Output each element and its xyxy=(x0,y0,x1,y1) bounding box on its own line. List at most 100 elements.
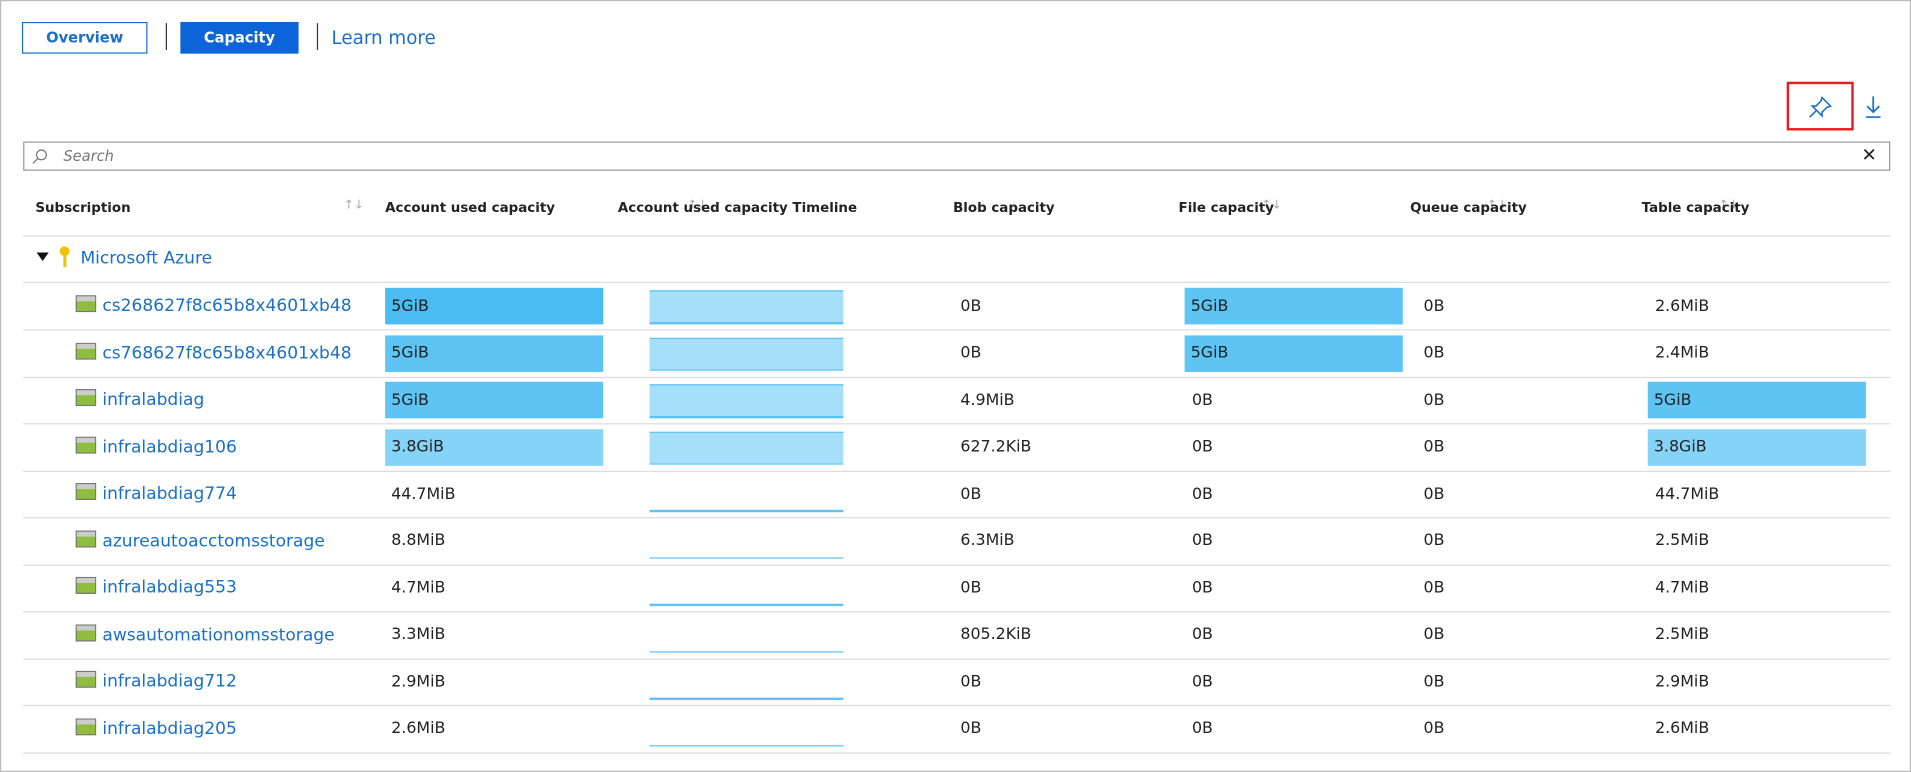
capacity-cell: 0B xyxy=(1423,390,1445,410)
sort-icon[interactable]: ↑↓ xyxy=(687,198,708,213)
search-box[interactable]: Search ✕ xyxy=(23,141,1891,171)
sort-icon[interactable]: ↑↓ xyxy=(1486,198,1508,213)
column-header: Queue capacity xyxy=(1410,200,1527,216)
timeline-bar xyxy=(649,431,844,463)
capacity-cell: 3.8GiB xyxy=(385,428,604,466)
timeline-line xyxy=(649,290,844,292)
storage-icon xyxy=(75,576,97,599)
sort-icon[interactable]: ↑↓ xyxy=(343,198,365,213)
storage-icon xyxy=(75,623,97,646)
timeline-line xyxy=(650,478,844,479)
search-placeholder: Search xyxy=(63,147,114,165)
capacity-cell: 5GiB xyxy=(385,287,604,325)
capacity-cell: 0B xyxy=(1423,625,1445,644)
row-line xyxy=(23,329,1891,331)
clear-search[interactable]: ✕ xyxy=(1861,143,1877,166)
row-line xyxy=(23,751,1891,754)
key-icon xyxy=(57,245,72,274)
subscription-link[interactable]: infralabdiag xyxy=(102,390,205,410)
subscription-link[interactable]: cs768627f8c65b8x4601xb48 xyxy=(102,343,352,363)
subscription-link[interactable]: infralabdiag106 xyxy=(102,437,237,457)
column-header: Account used capacity Timeline xyxy=(617,200,858,216)
capacity-cell: 0B xyxy=(1191,578,1213,597)
timeline-line xyxy=(649,650,844,653)
capacity-cell: 5GiB xyxy=(385,334,604,372)
row-line xyxy=(23,611,1891,613)
capacity-cell: 6.3MiB xyxy=(960,531,1015,551)
column-header: File capacity xyxy=(1178,200,1274,216)
subscription-link[interactable]: cs268627f8c65b8x4601xb48 xyxy=(102,296,352,316)
capacity-cell: 0B xyxy=(1423,296,1445,316)
timeline-line xyxy=(650,619,844,620)
timeline-line xyxy=(649,431,844,433)
timeline-line xyxy=(649,415,844,418)
storage-icon xyxy=(75,294,97,317)
column-header: Blob capacity xyxy=(953,200,1055,216)
capacity-cell: 8.8MiB xyxy=(391,531,446,551)
capacity-cell: 0B xyxy=(1191,625,1213,644)
timeline-line xyxy=(650,666,844,667)
subscription-link[interactable]: awsautomationomsstorage xyxy=(102,625,335,645)
row-line xyxy=(23,657,1891,660)
subscription-link[interactable]: infralabdiag205 xyxy=(102,718,237,739)
row-line xyxy=(23,470,1891,472)
search-icon xyxy=(32,149,47,164)
timeline-line xyxy=(649,744,844,747)
timeline-bar xyxy=(649,290,844,322)
timeline-line xyxy=(649,556,844,559)
capacity-cell: 0B xyxy=(1423,484,1445,504)
timeline-line xyxy=(649,337,844,339)
capacity-cell: 3.3MiB xyxy=(391,625,446,644)
group-name[interactable]: Microsoft Azure xyxy=(80,248,213,269)
timeline-line xyxy=(649,321,844,324)
capacity-cell: 0B xyxy=(1191,390,1213,410)
capacity-cell: 5GiB xyxy=(1184,287,1403,325)
capacity-cell: 805.2KiB xyxy=(960,625,1032,644)
capacity-cell: 0B xyxy=(1423,437,1445,457)
capacity-cell: 0B xyxy=(960,343,982,363)
row-line xyxy=(23,376,1891,378)
capacity-cell: 2.6MiB xyxy=(1655,719,1710,738)
timeline-line xyxy=(650,572,844,573)
sort-icon[interactable]: ↑↓ xyxy=(1261,198,1282,213)
pin-highlight xyxy=(1786,81,1854,131)
sort-icon[interactable]: ↑↓ xyxy=(1718,198,1739,213)
capacity-cell: 0B xyxy=(960,296,982,316)
capacity-cell: 4.7MiB xyxy=(1655,578,1710,597)
capacity-cell: 5GiB xyxy=(1184,334,1403,372)
capacity-cell: 5GiB xyxy=(1647,381,1866,419)
tab-overview[interactable]: Overview xyxy=(21,21,148,54)
capacity-cell: 2.9MiB xyxy=(1655,672,1710,691)
capacity-cell: 627.2KiB xyxy=(960,437,1032,457)
timeline-line xyxy=(649,384,844,386)
subscription-link[interactable]: infralabdiag553 xyxy=(102,578,237,598)
download-icon[interactable] xyxy=(1862,94,1884,121)
column-header: Subscription xyxy=(35,200,131,216)
subscription-link[interactable]: infralabdiag774 xyxy=(102,484,237,504)
capacity-cell: 2.6MiB xyxy=(391,719,446,738)
capacity-cell: 0B xyxy=(960,719,982,738)
row-line xyxy=(23,423,1891,425)
timeline-bar xyxy=(649,337,844,369)
storage-icon xyxy=(75,529,97,552)
subscription-link[interactable]: infralabdiag712 xyxy=(102,671,237,692)
timeline-line xyxy=(649,509,844,512)
pin-icon[interactable] xyxy=(1789,84,1851,128)
capacity-cell: 0B xyxy=(1423,578,1445,597)
capacity-cell: 0B xyxy=(1423,343,1445,363)
capacity-cell: 0B xyxy=(960,578,982,597)
timeline-line xyxy=(649,697,844,700)
tab-capacity[interactable]: Capacity xyxy=(180,21,299,54)
timeline-bar xyxy=(649,384,844,416)
learn-more-link[interactable]: Learn more xyxy=(331,26,436,49)
timeline-line xyxy=(649,462,844,465)
separator xyxy=(165,23,167,51)
capacity-cell: 2.6MiB xyxy=(1655,296,1710,316)
capacity-cell: 0B xyxy=(1191,531,1213,551)
expand-icon[interactable] xyxy=(36,252,49,261)
capacity-cell: 4.7MiB xyxy=(391,578,446,597)
capacity-cell: 3.8GiB xyxy=(1647,428,1866,466)
subscription-link[interactable]: azureautoacctomsstorage xyxy=(102,531,325,551)
